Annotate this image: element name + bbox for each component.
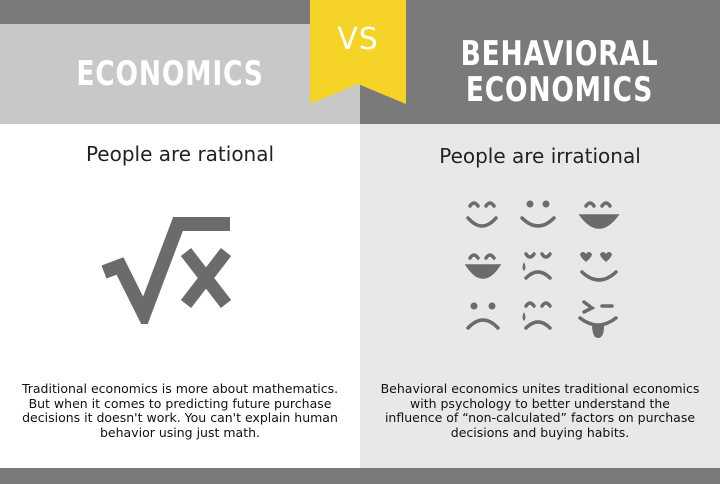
square-root-x-icon (101, 217, 232, 324)
economics-title: ECONOMICS (76, 54, 264, 94)
economics-tagline: People are rational (85, 142, 275, 166)
behavioral-tagline: People are irrational (439, 144, 641, 168)
bottom-strip (0, 468, 720, 484)
emoji-faces-grid-icon (464, 200, 620, 338)
sad-face-icon (466, 302, 500, 330)
behavioral-economics-panel: People are irrational (360, 124, 720, 468)
economics-header: ECONOMICS (0, 24, 360, 124)
behavioral-economics-header: BEHAVIORAL ECONOMICS (360, 0, 720, 124)
big-grin-face-icon (578, 201, 620, 229)
tearful-face-icon (522, 301, 552, 330)
vs-label: VS (337, 22, 379, 57)
top-strip (0, 0, 310, 24)
tongue-out-wink-face-icon (578, 300, 618, 338)
behavioral-economics-title: BEHAVIORAL ECONOMICS (360, 36, 720, 108)
economics-panel: People are rational Traditional economic… (0, 124, 360, 468)
behavioral-description: Behavioral economics unites traditional … (380, 381, 700, 440)
title-line-1: BEHAVIORAL (460, 34, 659, 74)
economics-description: Traditional economics is more about math… (21, 381, 339, 440)
smile-face-icon (520, 200, 556, 228)
heart-eyes-face-icon (580, 252, 618, 282)
title-line-2: ECONOMICS (465, 70, 654, 110)
laughing-face-icon (464, 253, 502, 279)
wink-smile-face-icon (466, 201, 498, 228)
crying-face-icon (522, 252, 552, 280)
vs-badge: VS (310, 0, 406, 104)
